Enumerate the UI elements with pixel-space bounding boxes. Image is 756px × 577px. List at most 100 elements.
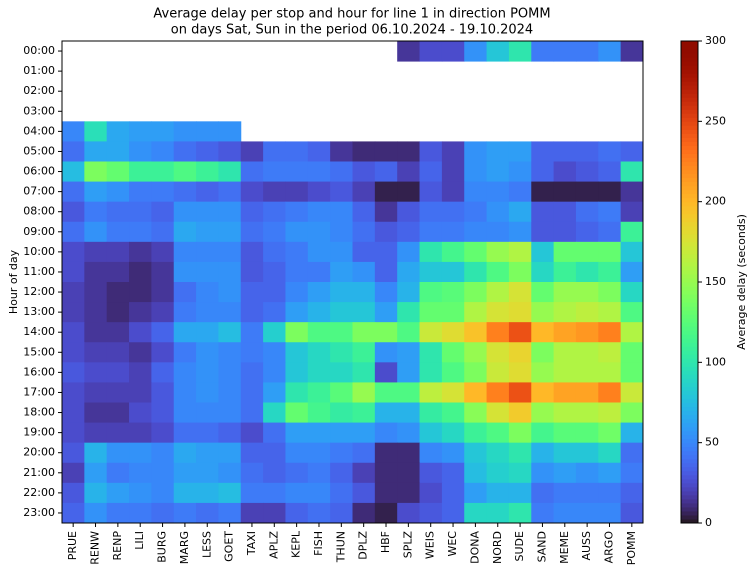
heatmap-cell [106, 141, 130, 162]
heatmap-cell [486, 342, 510, 363]
heatmap-cell [553, 302, 577, 323]
heatmap-cell [240, 201, 264, 223]
heatmap-cell [263, 342, 286, 363]
heatmap-cell [106, 261, 130, 283]
colorbar-segment [681, 45, 698, 50]
heatmap-cell [575, 462, 599, 484]
heatmap-cell [151, 382, 175, 403]
heatmap-cell [464, 442, 488, 464]
heatmap-cell [106, 382, 130, 403]
heatmap-cell [620, 402, 644, 424]
colorbar-tick-label: 0 [705, 516, 712, 529]
colorbar-segment [681, 209, 698, 215]
colorbar-segment [681, 346, 698, 351]
heatmap-cell [263, 482, 286, 504]
heatmap-cell [330, 282, 353, 303]
heatmap-cell [441, 201, 465, 223]
heatmap-cell [553, 261, 577, 283]
heatmap-cell [441, 422, 465, 444]
heatmap-cell [62, 402, 85, 424]
colorbar-segment [681, 486, 698, 492]
x-tick-label: NORD [491, 531, 504, 564]
heatmap-cell [84, 402, 108, 424]
heatmap-cell [352, 442, 376, 464]
heatmap-cell [419, 482, 443, 504]
heatmap-cell [173, 502, 197, 524]
heatmap-cell [441, 362, 465, 383]
heatmap-cell [575, 282, 599, 303]
heatmap-cell [620, 442, 644, 464]
heatmap-cell [575, 181, 599, 203]
colorbar-tick-label: 300 [705, 34, 726, 47]
heatmap-cell [263, 402, 286, 424]
heatmap-cell [196, 161, 219, 183]
heatmap-cell [486, 161, 510, 183]
heatmap-cell [330, 342, 353, 363]
heatmap-cell [84, 362, 108, 383]
colorbar-segment [681, 265, 698, 271]
colorbar-tick-label: 250 [705, 114, 726, 127]
colorbar-segment [681, 290, 698, 295]
heatmap-cell [620, 342, 644, 363]
heatmap-cell [196, 261, 219, 283]
heatmap-cell [129, 462, 152, 484]
heatmap-cell [531, 502, 555, 524]
heatmap-cell [62, 221, 85, 243]
heatmap-cell [62, 322, 85, 343]
heatmap-cell [285, 261, 309, 283]
heatmap-cell [285, 482, 309, 504]
heatmap-cell [173, 322, 197, 343]
heatmap-cell [129, 322, 152, 343]
colorbar-segment [681, 430, 698, 436]
heatmap-cell [620, 41, 644, 62]
heatmap-cell [419, 261, 443, 283]
heatmap-cell [620, 221, 644, 243]
colorbar-segment [681, 213, 698, 219]
heatmap-cell [598, 161, 622, 183]
heatmap-cell [218, 302, 242, 323]
heatmap-cell [151, 261, 175, 283]
colorbar-segment [681, 237, 698, 243]
heatmap-cell [218, 462, 242, 484]
colorbar-segment [681, 253, 698, 259]
heatmap-cell [374, 362, 398, 383]
heatmap-cell [330, 422, 353, 444]
heatmap-cell [129, 302, 152, 323]
heatmap-cell [307, 302, 331, 323]
heatmap-cell [307, 201, 331, 223]
heatmap-cell [419, 462, 443, 484]
heatmap-cell [173, 201, 197, 223]
heatmap-cell [419, 342, 443, 363]
heatmap-cell [464, 382, 488, 403]
heatmap-cell [441, 462, 465, 484]
heatmap-cell [531, 41, 555, 62]
heatmap-cell [196, 482, 219, 504]
heatmap-cell [106, 201, 130, 223]
heatmap-cell [307, 241, 331, 263]
colorbar-segment [681, 370, 698, 375]
heatmap-cell [196, 382, 219, 403]
heatmap-cell [553, 462, 577, 484]
heatmap-cell [575, 502, 599, 524]
x-tick-label: DONA [468, 531, 481, 564]
heatmap-cell [62, 181, 85, 203]
heatmap-cell [263, 442, 286, 464]
colorbar-segment [681, 330, 698, 335]
x-tick-label: SAND [535, 531, 548, 562]
heatmap-cell [173, 141, 197, 162]
colorbar-segment [681, 294, 698, 299]
heatmap-cell [508, 181, 532, 203]
heatmap-cell [151, 502, 175, 524]
heatmap-cell [531, 302, 555, 323]
heatmap-cell [240, 141, 264, 162]
heatmap-cell [419, 141, 443, 162]
heatmap-cell [486, 302, 510, 323]
heatmap-cell [129, 362, 152, 383]
y-tick-label: 15:00 [23, 345, 55, 358]
heatmap-cell [464, 261, 488, 283]
heatmap-cell [352, 141, 376, 162]
heatmap-cell [218, 221, 242, 243]
colorbar-segment [681, 438, 698, 444]
colorbar-segment [681, 306, 698, 311]
heatmap-cell [196, 181, 219, 203]
